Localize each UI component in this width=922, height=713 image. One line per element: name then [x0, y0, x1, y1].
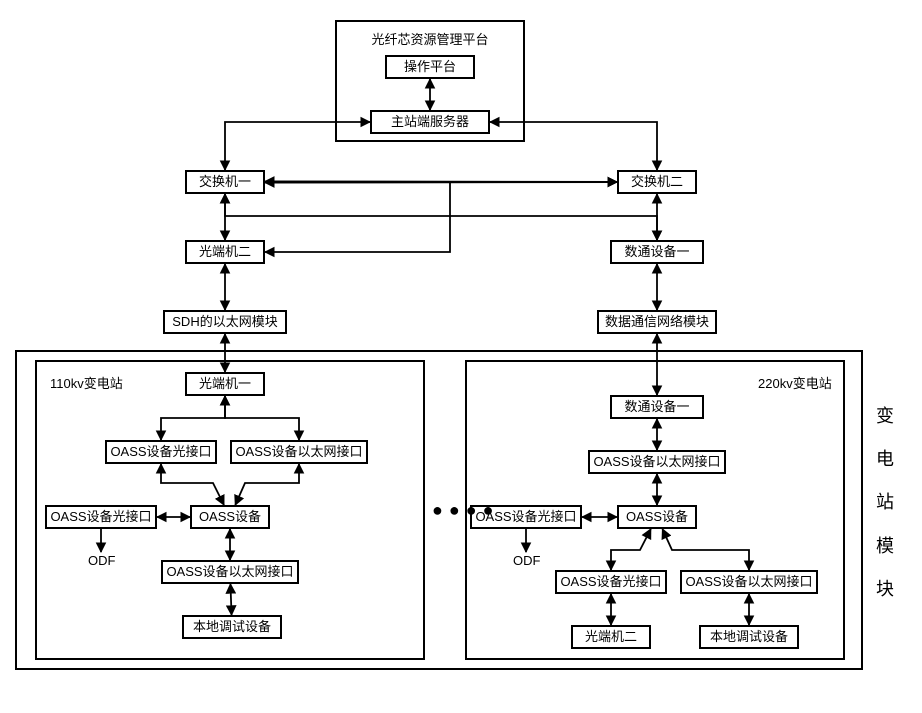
sdh_eth: SDH的以太网模块 — [163, 310, 287, 334]
sub_110kv_label: 110kv变电站 — [50, 373, 123, 392]
op_platform: 操作平台 — [385, 55, 475, 79]
opt_term2_bot: 光端机二 — [571, 625, 651, 649]
data_dev1_top: 数通设备一 — [610, 240, 704, 264]
edge-switch1-data_dev1_top — [225, 194, 657, 240]
oass_eth_r1: OASS设备以太网接口 — [588, 450, 726, 474]
odf_left: ODF — [88, 553, 115, 568]
odf_right: ODF — [513, 553, 540, 568]
data_net_mod: 数据通信网络模块 — [597, 310, 717, 334]
oass_eth_left2: OASS设备以太网接口 — [161, 560, 299, 584]
oass_opt_left2: OASS设备光接口 — [45, 505, 157, 529]
edge-switch2-opt_term2 — [265, 182, 617, 252]
local_debug_l: 本地调试设备 — [182, 615, 282, 639]
main_server: 主站端服务器 — [370, 110, 490, 134]
oass_eth_left1: OASS设备以太网接口 — [230, 440, 368, 464]
switch2: 交换机二 — [617, 170, 697, 194]
data_dev1_bot: 数通设备一 — [610, 395, 704, 419]
sub_220kv_label: 220kv变电站 — [758, 373, 832, 392]
vlabel: 变 电 站 模 块 — [876, 395, 894, 611]
oass_dev_left: OASS设备 — [190, 505, 270, 529]
oass_dev_r: OASS设备 — [617, 505, 697, 529]
edge-switch1-switch2 — [265, 181, 617, 182]
dots: ●●●● — [432, 500, 500, 521]
oass_opt_left1: OASS设备光接口 — [105, 440, 217, 464]
local_debug_r: 本地调试设备 — [699, 625, 799, 649]
edge-switch1-switch2 — [265, 182, 617, 183]
opt_term1: 光端机一 — [185, 372, 265, 396]
oass_opt_r2: OASS设备光接口 — [555, 570, 667, 594]
platform_title: 光纤芯资源管理平台 — [350, 28, 510, 52]
oass_eth_r2: OASS设备以太网接口 — [680, 570, 818, 594]
switch1: 交换机一 — [185, 170, 265, 194]
opt_term2: 光端机二 — [185, 240, 265, 264]
